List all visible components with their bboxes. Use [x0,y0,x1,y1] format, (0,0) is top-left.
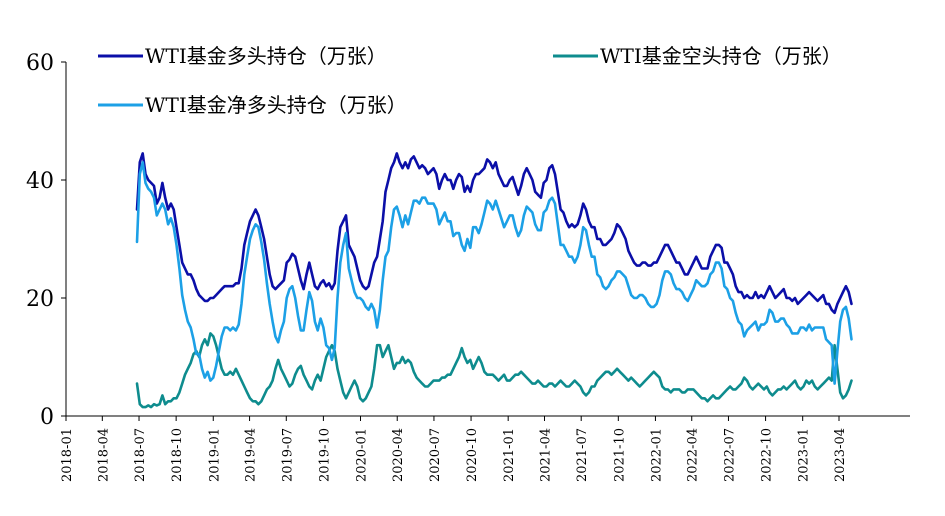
x-tick-label: 2021-01 [502,428,517,482]
chart-legend: WTI基金多头持仓（万张） WTI基金空头持仓（万张） WTI基金净多头持仓（万张） [98,44,842,117]
legend-label-1: WTI基金多头持仓（万张） [145,44,387,68]
x-tick-label: 2018-01 [60,428,75,482]
y-tick-label: 0 [40,405,54,430]
x-tick-label: 2020-10 [465,428,480,482]
y-tick-label: 60 [26,51,54,76]
x-tick-label: 2022-07 [722,428,737,482]
y-tick-label: 20 [26,287,54,312]
x-tick-label: 2020-01 [355,428,370,482]
series-line-2 [135,332,853,409]
x-tick-label: 2020-04 [391,428,406,482]
x-tick-label: 2021-07 [575,428,590,482]
x-tick-label: 2018-10 [170,428,185,482]
x-tick-label: 2021-04 [538,428,553,482]
x-tick-label: 2018-07 [133,428,148,482]
legend-label-3: WTI基金净多头持仓（万张） [145,93,407,117]
series-line-1 [135,152,853,315]
x-tick-label: 2023-04 [833,428,848,482]
chart-lines [135,152,853,409]
x-tick-label: 2022-04 [686,428,701,482]
x-tick-label: 2020-07 [428,428,443,482]
x-tick-label: 2022-01 [649,428,664,482]
x-tick-label: 2022-10 [760,428,775,482]
x-tick-label: 2019-07 [280,428,295,482]
x-tick-label: 2019-01 [207,428,222,482]
series-line-3 [135,161,853,385]
y-tick-label: 40 [26,169,54,194]
x-tick-label: 2018-04 [96,428,111,482]
x-tick-label: 2023-01 [797,428,812,482]
x-tick-label: 2019-10 [317,428,332,482]
x-tick-label: 2019-04 [244,428,259,482]
legend-label-2: WTI基金空头持仓（万张） [600,44,842,68]
x-tick-label: 2021-10 [612,428,627,482]
chart-axes: 0 20 40 60 2018-01 2018-04 2018-07 2018-10 2019-… [26,51,910,482]
